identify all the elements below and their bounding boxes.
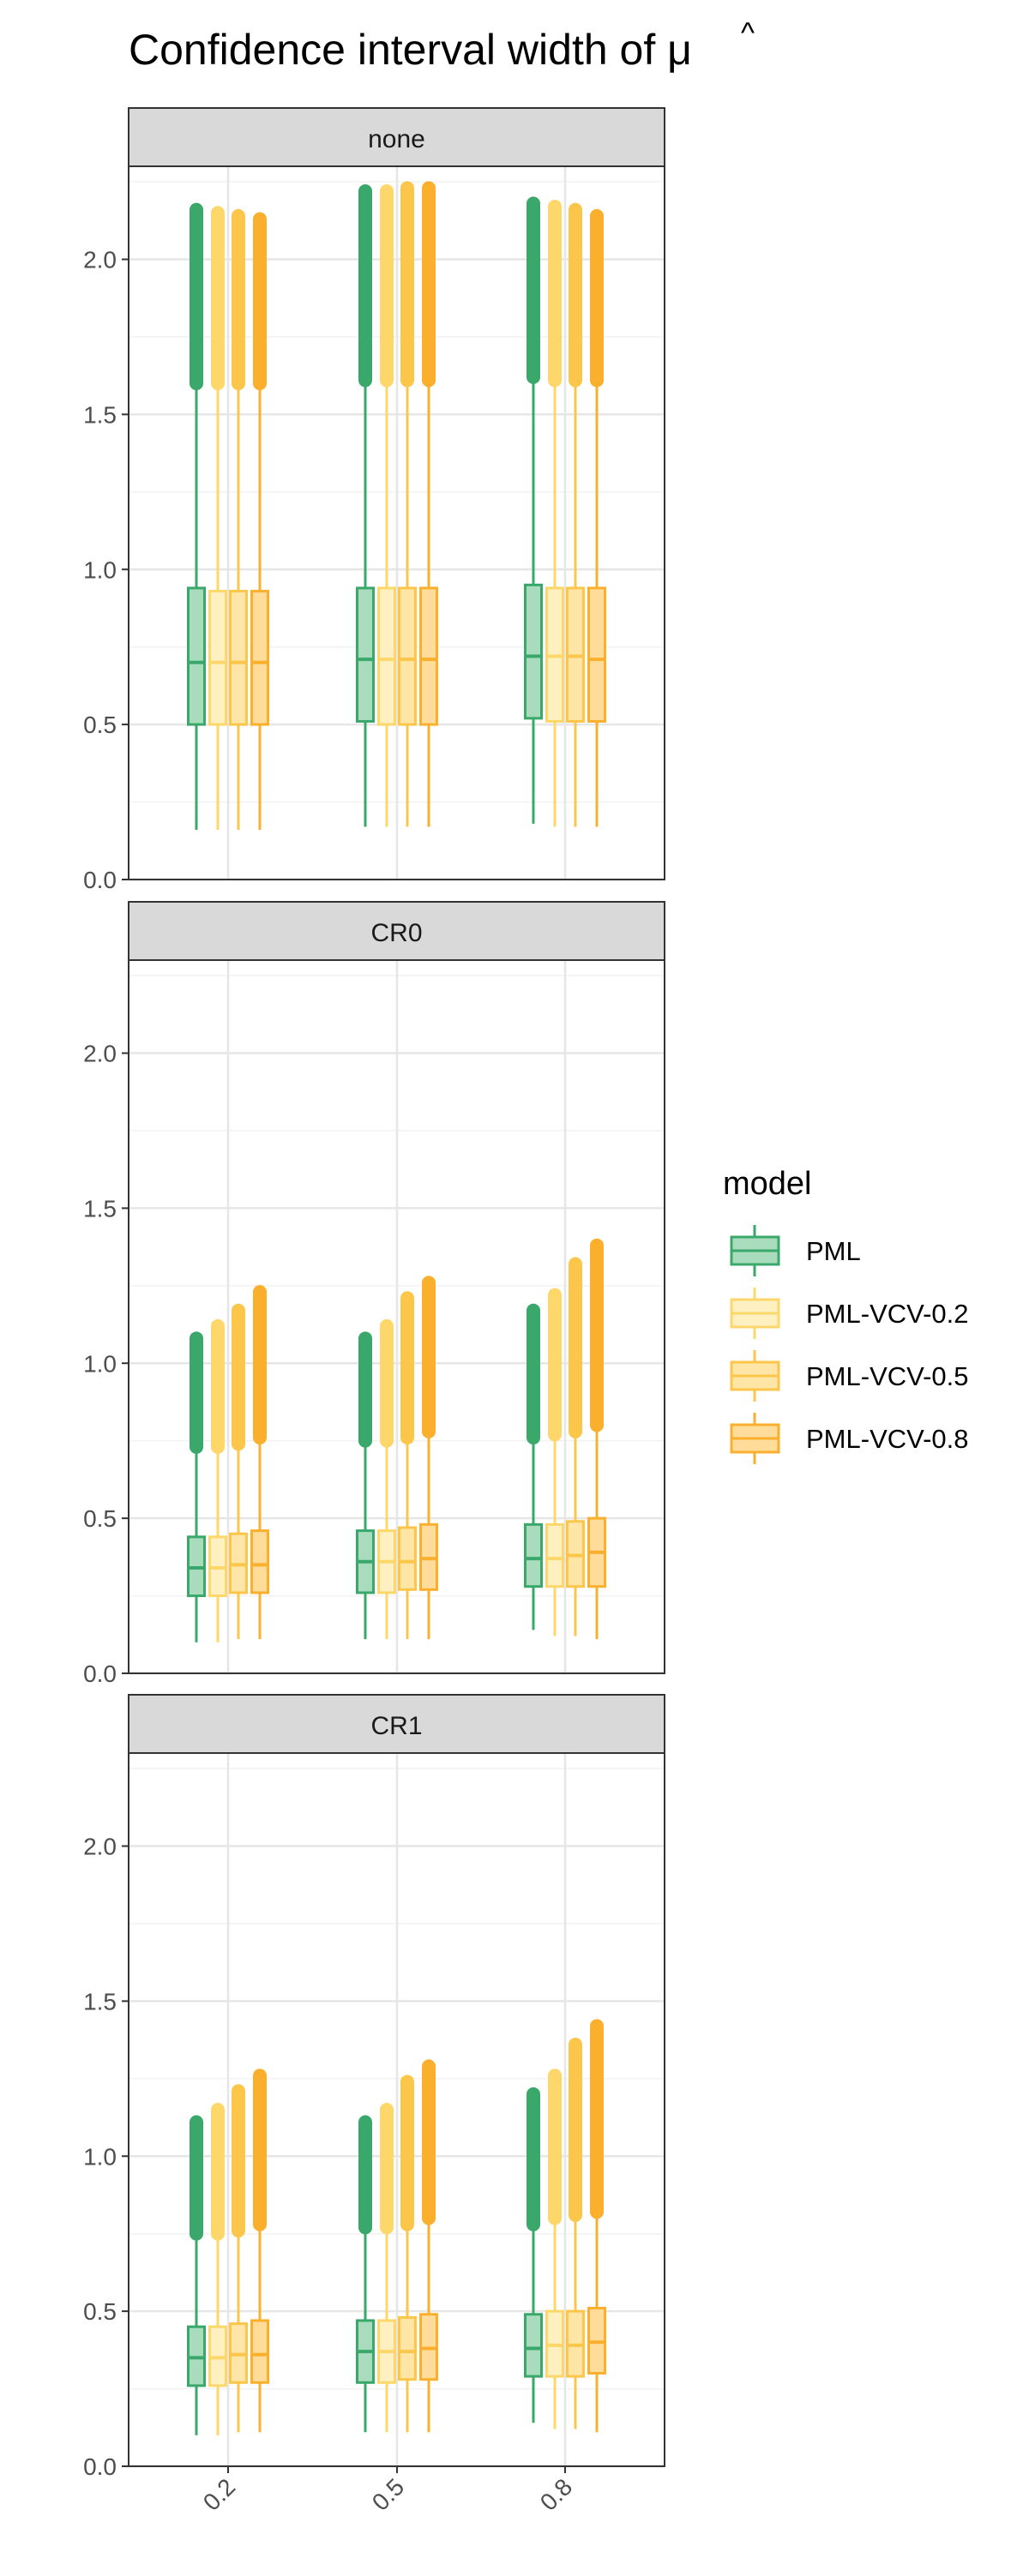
y-tick-label: 1.0: [83, 1350, 117, 1377]
box: [398, 2315, 417, 2381]
box: [208, 590, 227, 726]
box: [250, 590, 269, 726]
box: [524, 1522, 543, 1588]
panel-border: [128, 959, 665, 1674]
title-mu-symbol: μ: [667, 26, 692, 74]
panel-border: [128, 165, 665, 880]
facet-strip: [128, 1694, 665, 1754]
x-tick-label: 0.5: [367, 2473, 409, 2515]
y-tick-label: 1.5: [83, 1988, 117, 2015]
y-tick-label: 0.0: [83, 1660, 117, 1687]
legend-label: PML-VCV-0.8: [806, 1424, 969, 1454]
y-tick-label: 0.5: [83, 712, 117, 738]
x-tick-label: 0.2: [198, 2473, 240, 2515]
y-tick-label: 0.5: [83, 1505, 117, 1532]
legend-label: PML: [806, 1236, 861, 1266]
title-hat-accent: ^: [741, 17, 755, 50]
y-tick-label: 0.5: [83, 2298, 117, 2325]
box: [545, 1522, 564, 1588]
y-tick-label: 2.0: [83, 1834, 117, 1860]
box: [398, 586, 417, 726]
y-tick-label: 1.5: [83, 1195, 117, 1222]
legend-label: PML-VCV-0.5: [806, 1361, 969, 1391]
facet-strip: [128, 107, 665, 167]
box: [398, 1526, 417, 1591]
y-tick-label: 1.0: [83, 2143, 117, 2170]
y-tick-label: 1.5: [83, 401, 117, 428]
facet-strip-label: CR0: [370, 919, 422, 947]
facet-strip-label: none: [368, 125, 425, 153]
x-tick-label: 0.8: [535, 2473, 577, 2515]
facet-strip-label: CR1: [370, 1712, 422, 1740]
box: [377, 586, 396, 726]
box: [250, 2319, 269, 2384]
box: [229, 590, 248, 726]
y-tick-label: 1.0: [83, 556, 117, 583]
box: [587, 586, 606, 724]
legend-label: PML-VCV-0.2: [806, 1299, 969, 1329]
legend-title: model: [723, 1166, 812, 1202]
y-tick-label: 0.0: [83, 2453, 117, 2480]
chart-title: Confidence interval width of μ: [129, 26, 692, 74]
facet-strip: [128, 901, 665, 961]
box: [250, 1529, 269, 1594]
box: [187, 586, 206, 726]
box: [524, 2313, 543, 2378]
box: [419, 586, 438, 726]
box: [356, 586, 375, 724]
y-tick-label: 0.0: [83, 867, 117, 893]
box: [524, 583, 543, 720]
y-tick-label: 2.0: [83, 1041, 117, 1067]
y-tick-label: 2.0: [83, 247, 117, 273]
